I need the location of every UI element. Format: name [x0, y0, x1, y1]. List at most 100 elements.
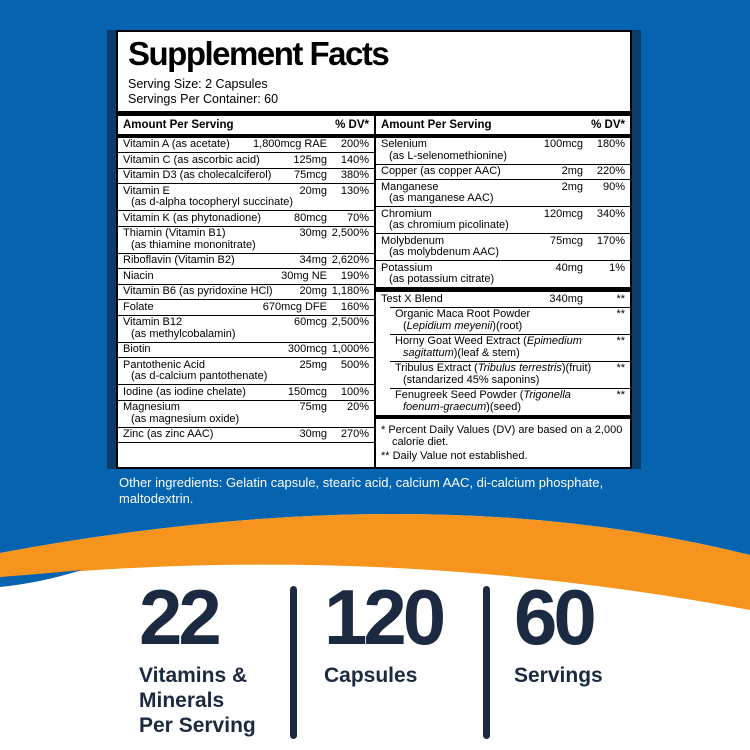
nutrient-amount: 120mcg [543, 207, 583, 220]
supplement-facts-panel: Supplement Facts Serving Size: 2 Capsule… [116, 30, 632, 469]
nutrient-amount: 100mcg [543, 138, 583, 151]
nutrient-name: Vitamin B6 (as pyridoxine HCl) [123, 285, 273, 298]
orange-wave-graphic [0, 500, 750, 610]
nutrient-dv: 70% [346, 211, 369, 224]
servings-per-container: Servings Per Container: 60 [128, 91, 279, 106]
nutrient-source: (Lepidium meyenii)(root) [403, 319, 523, 332]
stat-capsules: 120 Capsules [324, 573, 446, 688]
table-row: Iodine (as iodine chelate) 150mcg 100% [118, 384, 374, 400]
percent-dv-header: % DV* [591, 118, 625, 131]
table-row: Vitamin B6 (as pyridoxine HCl) 20mg 1,180% [118, 283, 374, 300]
nutrient-dv: 380% [340, 169, 369, 182]
nutrient-name: Manganese [381, 180, 439, 193]
stat-value: 22 [139, 573, 222, 661]
nutrient-amount: 125mg [293, 153, 327, 166]
nutrient-dv: 170% [596, 234, 625, 247]
nutrient-amount: 300mcg [287, 343, 327, 356]
table-row: Vitamin C (as ascorbic acid) 125mg 140% [118, 152, 374, 168]
nutrient-name: Iodine (as iodine chelate) [123, 385, 246, 398]
nutrient-dv: ** [616, 362, 625, 375]
nutrient-name: Vitamin C (as ascorbic acid) [123, 153, 260, 166]
nutrient-dv: 1,180% [331, 285, 369, 298]
nutrient-name: Horny Goat Weed Extract (Epimedium [395, 335, 582, 348]
stat-value: 60 [514, 573, 597, 661]
footnote: * Percent Daily Values (DV) are based on… [381, 423, 623, 448]
column-body: Vitamin A (as acetate) 1,800mcg RAE 200% Vi… [118, 138, 374, 444]
nutrient-source: (as molybdenum AAC) [389, 246, 500, 259]
nutrient-name: Riboflavin (Vitamin B2) [123, 254, 235, 267]
nutrient-name: Molybdenum [381, 234, 444, 247]
nutrient-dv: ** [616, 335, 625, 348]
table-row: Vitamin B12 60mcg 2,500% (as methylcobalami… [118, 314, 374, 342]
nutrient-name: Vitamin K (as phytonadione) [123, 211, 261, 224]
nutrient-dv: 100% [340, 385, 369, 398]
nutrient-name: Chromium [381, 207, 432, 220]
nutrient-dv: ** [616, 308, 625, 321]
nutrient-name: Niacin [123, 269, 154, 282]
nutrient-name: Vitamin E [123, 184, 170, 197]
nutrient-amount: 75mcg [549, 234, 583, 247]
nutrient-amount: 30mg [299, 227, 327, 240]
column-header: Amount Per Serving % DV* [376, 110, 630, 138]
nutrient-amount: 25mg [299, 358, 327, 371]
amount-per-serving-header: Amount Per Serving [123, 118, 234, 131]
nutrient-name: Vitamin D3 (as cholecalciferol) [123, 169, 272, 182]
nutrient-dv: 1% [609, 261, 625, 274]
table-row: Copper (as copper AAC) 2mg 220% [376, 163, 630, 180]
other-ingredients: Other ingredients: Gelatin capsule, stea… [119, 474, 604, 506]
stat-vitamins-minerals: 22 Vitamins & Minerals Per Serving [139, 573, 256, 738]
table-row: Vitamin K (as phytonadione) 80mcg 70% [118, 210, 374, 226]
nutrient-dv: 270% [340, 428, 369, 441]
nutrient-dv: 2,500% [331, 227, 369, 240]
table-row: Tribulus Extract (Tribulus terrestris)(f… [390, 360, 630, 388]
nutrient-amount: 20mg [299, 184, 327, 197]
percent-dv-header: % DV* [335, 118, 369, 131]
nutrient-amount: 1,800mcg RAE [253, 138, 327, 151]
table-row: Manganese 2mg 90% (as manganese AAC) [376, 179, 630, 206]
nutrient-name: Thiamin (Vitamin B1) [123, 227, 226, 240]
table-row: Biotin 300mcg 1,000% [118, 341, 374, 358]
nutrient-dv: 130% [340, 184, 369, 197]
table-row: Zinc (as zinc AAC) 30mg 270% [118, 426, 374, 443]
table-row: Potassium 40mg 1% (as potassium citrate) [376, 260, 630, 287]
nutrient-dv: 140% [340, 153, 369, 166]
table-row: Vitamin D3 (as cholecalciferol) 75mcg 380% [118, 167, 374, 184]
nutrient-source: (as methylcobalamin) [131, 327, 236, 340]
nutrient-name: Selenium [381, 138, 427, 151]
nutrient-name: Biotin [123, 343, 151, 356]
nutrient-dv: 200% [340, 138, 369, 151]
table-row: Test X Blend 340mg ** [376, 287, 630, 307]
table-row: Vitamin A (as acetate) 1,800mcg RAE 200% [118, 138, 374, 153]
table-row: Riboflavin (Vitamin B2) 34mg 2,620% [118, 252, 374, 269]
serving-size: Serving Size: 2 Capsules [128, 76, 268, 91]
panel-head: Supplement Facts Serving Size: 2 Capsule… [118, 32, 630, 111]
nutrient-amount: 2mg [561, 165, 583, 178]
stat-divider [483, 586, 490, 739]
facts-table: Amount Per Serving % DV* Vitamin A (as ace… [118, 110, 630, 467]
nutrient-amount: 30mg NE [281, 269, 327, 282]
stat-value: 120 [324, 573, 446, 661]
stat-label: Servings [514, 663, 603, 687]
nutrient-amount: 340mg [549, 292, 583, 305]
nutrient-source: (as chromium picolinate) [389, 219, 509, 232]
nutrient-source: (as L-selenomethionine) [389, 149, 508, 162]
stat-divider [290, 586, 297, 739]
nutrient-dv: 20% [346, 401, 369, 414]
nutrient-amount: 20mg [299, 285, 327, 298]
nutrient-name: Vitamin A (as acetate) [123, 138, 230, 151]
stat-label: Capsules [324, 663, 418, 687]
nutrient-amount: 34mg [299, 254, 327, 267]
panel-side-bands: Supplement Facts Serving Size: 2 Capsule… [107, 30, 641, 469]
table-row: Niacin 30mg NE 190% [118, 268, 374, 284]
nutrient-name: Pantothenic Acid [123, 358, 205, 371]
table-row: Thiamin (Vitamin B1) 30mg 2,500% (as thiami… [118, 225, 374, 253]
footnote: ** Daily Value not established. [381, 449, 528, 462]
nutrient-dv: ** [616, 389, 625, 402]
table-row: Horny Goat Weed Extract (Epimedium ** sagi… [390, 333, 630, 361]
nutrient-name: Organic Maca Root Powder [395, 308, 531, 321]
stat-servings: 60 Servings [514, 573, 603, 688]
column-header: Amount Per Serving % DV* [118, 110, 374, 138]
nutrient-dv: 2,500% [331, 316, 369, 329]
serving-info: Serving Size: 2 Capsules Servings Per Co… [128, 77, 620, 107]
nutrient-source: (as d-calcium pantothenate) [131, 370, 268, 383]
